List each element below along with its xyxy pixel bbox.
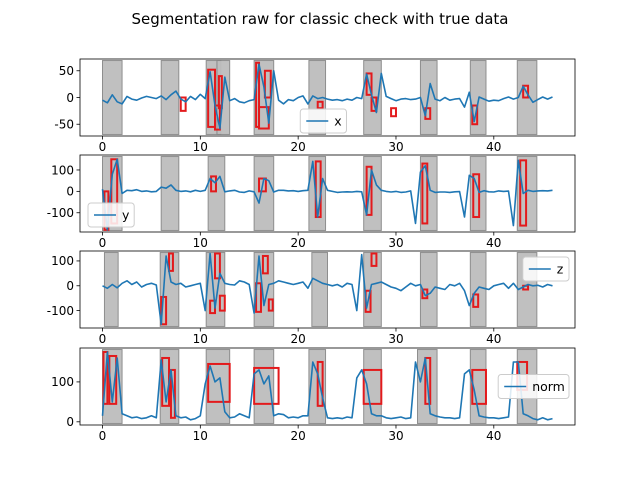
- segment-box: [160, 156, 180, 231]
- x-tick-label: 30: [388, 236, 403, 250]
- x-tick-label: 10: [193, 140, 208, 154]
- x-tick-label: 0: [99, 332, 107, 346]
- true-box: [267, 298, 274, 312]
- y-tick-label: 0: [66, 185, 74, 199]
- legend-label: y: [122, 208, 130, 223]
- series-line-z: [102, 252, 553, 326]
- true-box: [214, 104, 221, 131]
- segment-box: [160, 60, 180, 135]
- subplot-x: 0 10 20 30 40 -50 0 50 x: [54, 58, 576, 154]
- segment-box: [469, 252, 487, 327]
- true-box: [253, 366, 280, 405]
- segment-box: [253, 156, 275, 231]
- segment-box: [419, 252, 438, 327]
- true-box: [207, 68, 217, 128]
- true-box: [261, 254, 269, 275]
- y-tick-label: -100: [47, 304, 74, 318]
- legend-label: x: [334, 114, 341, 129]
- true-box: [316, 100, 324, 110]
- legend: y: [87, 202, 135, 228]
- true-box: [168, 252, 174, 272]
- subplot-y: 0 10 20 30 40 -100 0 100 y: [47, 154, 576, 250]
- true-box: [390, 107, 397, 118]
- true-box: [522, 84, 530, 99]
- x-tick-label: 0: [99, 140, 107, 154]
- y-tick-label: 0: [66, 279, 74, 293]
- true-box: [472, 293, 480, 308]
- true-box: [316, 360, 324, 407]
- x-tick-label: 40: [486, 236, 501, 250]
- x-tick-label: 10: [193, 236, 208, 250]
- true-box: [207, 362, 231, 403]
- axes-frame: [79, 347, 576, 426]
- y-tick-label: 0: [66, 91, 74, 105]
- x-tick-label: 0: [99, 236, 107, 250]
- true-box: [218, 294, 226, 312]
- true-box: [471, 368, 487, 405]
- legend-label: norm: [532, 379, 565, 394]
- true-box: [169, 368, 176, 419]
- series-line-norm: [101, 351, 553, 421]
- x-tick-label: 30: [388, 429, 403, 443]
- y-tick-label: 100: [51, 254, 74, 268]
- x-tick-label: 30: [388, 140, 403, 154]
- axes-frame: [79, 154, 576, 233]
- true-box: [263, 69, 272, 99]
- legend-label: z: [557, 262, 564, 277]
- true-box: [370, 96, 378, 112]
- true-box: [102, 350, 109, 405]
- true-box: [255, 61, 261, 128]
- segment-box: [207, 156, 226, 231]
- subplot-norm: 0 10 20 30 40 0 100 norm: [51, 347, 576, 443]
- segment-box: [419, 156, 438, 231]
- true-box: [210, 175, 217, 193]
- series-line-y: [101, 158, 553, 231]
- legend-box: [497, 374, 570, 399]
- true-box: [421, 162, 429, 225]
- y-tick-label: 0: [66, 415, 74, 429]
- x-tick-label: 0: [99, 429, 107, 443]
- segment-box: [311, 252, 329, 327]
- x-tick-label: 40: [486, 332, 501, 346]
- x-tick-label: 10: [193, 332, 208, 346]
- series-line-x: [102, 63, 553, 130]
- true-box: [214, 252, 221, 280]
- figure-title: Segmentation raw for classic check with …: [131, 10, 508, 28]
- legend: z: [522, 256, 570, 282]
- plot-area: [101, 156, 553, 231]
- true-box: [365, 165, 373, 216]
- legend: norm: [497, 374, 570, 399]
- x-tick-label: 10: [193, 429, 208, 443]
- y-tick-label: 100: [51, 375, 74, 389]
- true-box: [519, 159, 528, 227]
- x-tick-label: 40: [486, 429, 501, 443]
- segment-box: [102, 60, 123, 135]
- x-tick-label: 20: [291, 429, 306, 443]
- plot-area: [102, 252, 553, 327]
- axes-frame: [79, 250, 576, 329]
- true-box: [179, 96, 187, 112]
- x-tick-label: 40: [486, 140, 501, 154]
- true-box: [217, 75, 223, 110]
- plot-area: [101, 349, 553, 424]
- y-tick-label: -50: [54, 118, 74, 132]
- x-tick-label: 30: [388, 332, 403, 346]
- true-box: [472, 173, 481, 219]
- x-tick-label: 20: [291, 140, 306, 154]
- y-tick-label: 50: [59, 64, 74, 78]
- true-box: [362, 368, 383, 405]
- true-box: [365, 72, 373, 96]
- y-tick-label: 100: [51, 163, 74, 177]
- x-tick-label: 20: [291, 236, 306, 250]
- legend: x: [299, 108, 347, 134]
- true-box: [258, 177, 267, 193]
- true-box: [424, 356, 432, 405]
- segment-box: [103, 252, 119, 327]
- true-box: [370, 252, 378, 267]
- subplot-z: 0 10 20 30 40 -100 0 100 z: [47, 250, 576, 346]
- y-tick-label: -100: [47, 206, 74, 220]
- x-tick-label: 20: [291, 332, 306, 346]
